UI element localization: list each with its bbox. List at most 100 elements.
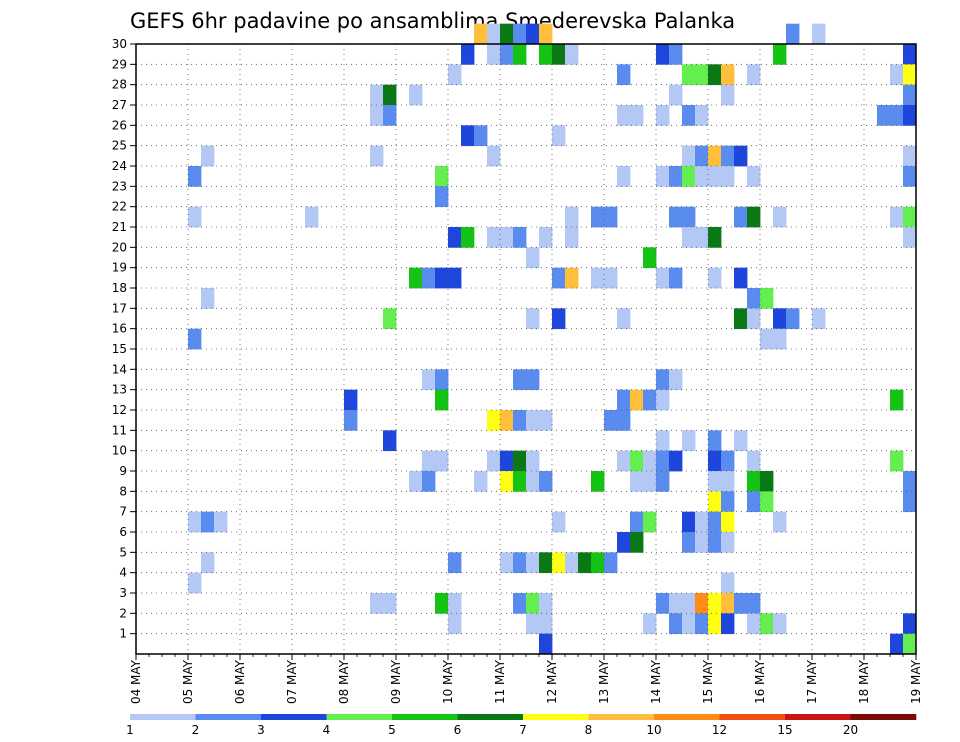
precip-cell: [903, 44, 916, 65]
precip-cell: [682, 511, 696, 533]
x-tick-label: 06 MAY: [233, 659, 247, 704]
x-axis: 04 MAY 05 MAY 06 MAY 07 MAY 08 MAY 09 MAY 10 M…: [129, 654, 923, 704]
precip-cell: [708, 593, 722, 614]
precip-cell: [695, 166, 709, 187]
precip-cell: [422, 450, 436, 472]
precip-cell: [630, 471, 644, 492]
precip-cell: [747, 308, 761, 330]
precip-cell: [656, 450, 670, 472]
precip-cell: [487, 23, 501, 45]
precip-cell: [721, 491, 735, 513]
precip-cell: [734, 593, 748, 614]
precip-cell: [487, 410, 501, 431]
precip-cell: [708, 430, 722, 452]
colorbar-segment: [195, 714, 262, 720]
precip-cell: [500, 552, 514, 574]
precip-cell: [708, 145, 722, 167]
precip-cell: [669, 450, 683, 472]
precip-cell: [760, 491, 774, 513]
precip-cell: [617, 410, 631, 431]
colorbar-legend: 1 2 3 4 5 6 7 8 10 12 15 20: [126, 714, 917, 737]
precip-cell: [305, 206, 319, 228]
precip-cell: [669, 613, 683, 635]
y-tick-label: 3: [119, 586, 127, 600]
precip-cell: [617, 166, 631, 187]
y-tick-label: 28: [112, 78, 127, 92]
colorbar-segment: [457, 714, 524, 720]
precip-cell: [747, 450, 761, 472]
x-tick-label: 09 MAY: [389, 659, 403, 704]
precip-cell: [370, 105, 384, 126]
colorbar-segment: [719, 714, 786, 720]
precip-cell: [344, 410, 358, 431]
precip-cell: [539, 552, 553, 574]
precip-cell: [734, 145, 748, 167]
precip-cell: [383, 308, 397, 330]
precip-cell: [513, 23, 527, 45]
y-tick-label: 17: [112, 301, 127, 315]
precip-cell: [721, 84, 735, 106]
precip-cell: [669, 267, 683, 289]
precip-cell: [539, 227, 553, 248]
precip-cell: [201, 145, 215, 167]
precip-cell: [734, 430, 748, 452]
colorbar-label: 2: [192, 723, 200, 737]
precip-cell: [656, 105, 670, 126]
cells-layer: [188, 23, 916, 655]
precip-cell: [760, 328, 774, 350]
precip-cell: [812, 23, 826, 45]
precip-cell: [786, 308, 800, 330]
precip-cell: [409, 471, 423, 492]
y-tick-label: 6: [119, 525, 127, 539]
y-tick-label: 11: [112, 423, 127, 437]
y-tick-label: 9: [119, 464, 127, 478]
precip-cell: [539, 23, 553, 45]
x-tick-label: 15 MAY: [701, 659, 715, 704]
precip-cell: [708, 471, 722, 492]
precip-cell: [461, 44, 475, 65]
x-tick-label: 13 MAY: [597, 659, 611, 704]
precip-cell: [695, 593, 709, 614]
precip-cell: [513, 369, 527, 391]
precip-cell: [422, 369, 436, 391]
precip-cell: [435, 389, 449, 411]
precip-cell: [539, 613, 553, 635]
precip-cell: [695, 105, 709, 126]
precip-cell: [656, 267, 670, 289]
precip-cell: [903, 491, 916, 513]
precip-cell: [591, 471, 605, 492]
precip-cell: [383, 430, 397, 452]
precip-cell: [409, 84, 423, 106]
precip-cell: [435, 166, 449, 187]
precip-cell: [565, 44, 579, 65]
precip-cell: [617, 105, 631, 126]
precip-cell: [890, 450, 904, 472]
precip-cell: [760, 471, 774, 492]
precip-cell: [383, 84, 397, 106]
precip-cell: [708, 64, 722, 86]
precip-cell: [903, 145, 916, 167]
y-tick-label: 20: [112, 240, 127, 254]
precip-cell: [903, 84, 916, 106]
x-tick-label: 17 MAY: [805, 659, 819, 704]
colorbar-label: 7: [519, 723, 527, 737]
precip-cell: [682, 532, 696, 553]
precip-cell: [617, 389, 631, 411]
precip-cell: [578, 552, 592, 574]
precip-cell: [526, 471, 540, 492]
precip-cell: [721, 572, 735, 594]
y-tick-label: 5: [119, 545, 127, 559]
precip-cell: [487, 450, 501, 472]
precip-cell: [487, 145, 501, 167]
precip-cell: [903, 471, 916, 492]
grid-layer: [136, 44, 916, 654]
precip-cell: [682, 206, 696, 228]
precip-cell: [435, 267, 449, 289]
x-tick-label: 08 MAY: [337, 659, 351, 704]
precip-cell: [747, 491, 761, 513]
precip-cell: [487, 227, 501, 248]
precip-cell: [513, 593, 527, 614]
precip-cell: [617, 64, 631, 86]
precip-cell: [721, 613, 735, 635]
precip-cell: [474, 471, 488, 492]
